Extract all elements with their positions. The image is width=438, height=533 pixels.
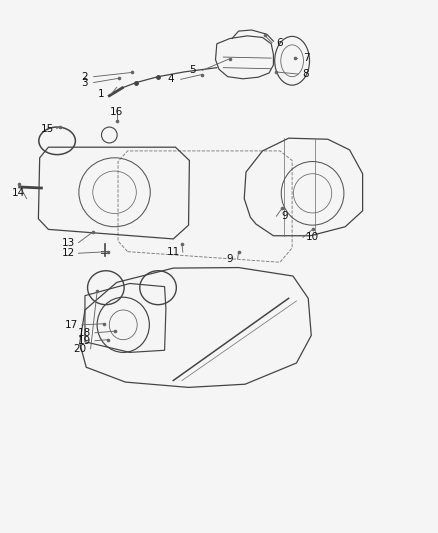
Text: 9: 9	[281, 211, 288, 221]
Text: 12: 12	[62, 248, 75, 259]
Text: 2: 2	[81, 71, 88, 82]
Text: 9: 9	[226, 254, 233, 263]
Text: 15: 15	[40, 124, 54, 134]
Text: 16: 16	[110, 107, 124, 117]
Text: 17: 17	[64, 320, 78, 330]
Text: 18: 18	[78, 328, 91, 338]
Text: 6: 6	[277, 38, 283, 48]
Text: 3: 3	[81, 77, 88, 87]
Text: 7: 7	[303, 53, 309, 63]
Text: 10: 10	[306, 232, 319, 243]
Text: 13: 13	[62, 238, 75, 248]
Text: 19: 19	[78, 336, 91, 346]
Text: 14: 14	[12, 188, 25, 198]
Text: 11: 11	[167, 247, 180, 257]
Text: 4: 4	[168, 74, 174, 84]
Text: 1: 1	[98, 89, 105, 99]
Text: 5: 5	[190, 66, 196, 75]
Text: 20: 20	[73, 344, 86, 354]
Text: 8: 8	[303, 69, 309, 79]
